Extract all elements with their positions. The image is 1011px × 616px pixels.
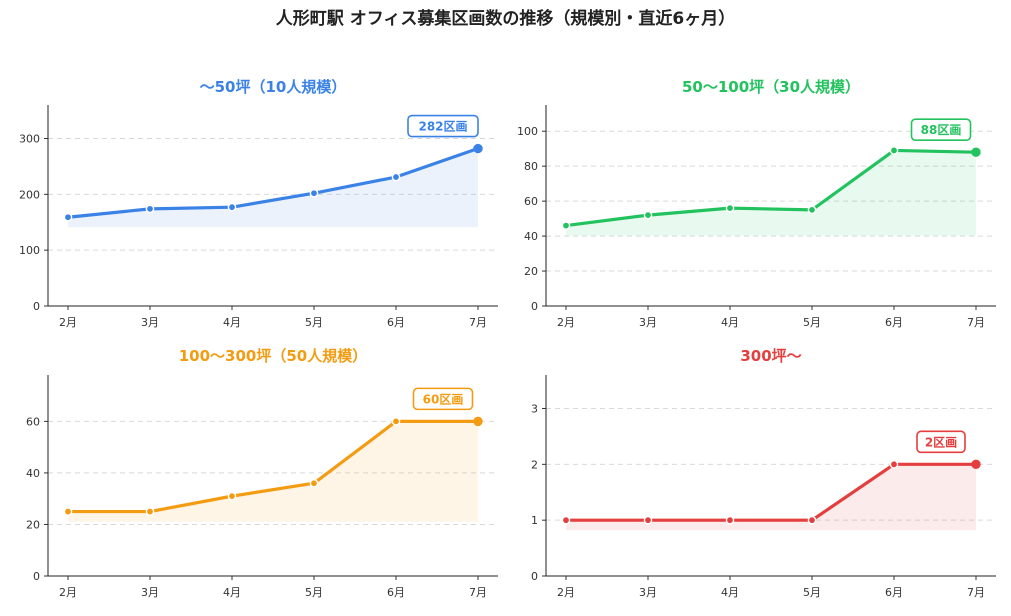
x-tick-label: 5月 bbox=[803, 316, 821, 329]
x-tick-label: 2月 bbox=[557, 316, 575, 329]
y-tick-label: 200 bbox=[19, 188, 40, 201]
x-tick-label: 2月 bbox=[557, 586, 575, 599]
y-tick-label: 40 bbox=[524, 230, 538, 243]
data-point bbox=[807, 515, 817, 525]
series-line bbox=[66, 146, 480, 219]
value-badge-label: 88区画 bbox=[921, 123, 962, 137]
x-tick-label: 4月 bbox=[721, 586, 739, 599]
data-point bbox=[971, 147, 981, 157]
chart-title: 300坪〜 bbox=[740, 347, 801, 365]
x-tick-label: 5月 bbox=[305, 316, 323, 329]
data-point bbox=[725, 515, 735, 525]
y-tick-label: 2 bbox=[531, 458, 538, 471]
x-tick-label: 4月 bbox=[223, 586, 241, 599]
data-point bbox=[889, 146, 899, 155]
y-tick-label: 100 bbox=[19, 244, 40, 257]
y-tick-label: 0 bbox=[33, 570, 40, 583]
x-tick-label: 3月 bbox=[141, 586, 159, 599]
chart-title: 50〜100坪（30人規模） bbox=[682, 78, 860, 96]
value-badge bbox=[412, 387, 474, 411]
x-tick-label: 2月 bbox=[59, 586, 77, 599]
x-tick-label: 3月 bbox=[639, 586, 657, 599]
value-badge bbox=[916, 430, 966, 454]
x-tick-label: 5月 bbox=[803, 586, 821, 599]
data-point bbox=[561, 515, 571, 525]
x-tick-label: 6月 bbox=[885, 316, 903, 329]
series-area bbox=[68, 421, 478, 522]
data-point bbox=[561, 221, 571, 230]
y-tick-label: 0 bbox=[33, 300, 40, 313]
value-badge bbox=[407, 114, 479, 138]
data-point bbox=[63, 212, 73, 222]
value-badge-label: 60区画 bbox=[423, 392, 464, 406]
y-tick-label: 3 bbox=[531, 403, 538, 416]
data-point bbox=[227, 491, 237, 501]
chart-panel: 300坪〜 0 1 2 3 2月 3月 4月 5月 6月 7月 2区画 bbox=[531, 347, 996, 599]
data-point bbox=[63, 507, 73, 516]
series-area bbox=[566, 150, 976, 236]
x-tick-label: 6月 bbox=[387, 316, 405, 329]
series-area bbox=[68, 148, 478, 228]
data-point bbox=[227, 202, 237, 212]
data-point bbox=[473, 143, 483, 154]
data-point bbox=[643, 515, 653, 525]
x-tick-label: 4月 bbox=[223, 316, 241, 329]
chart-panel: 〜50坪（10人規模） 0 100 200 300 2月 3月 4月 5月 6月 7月 282区画 bbox=[19, 78, 498, 329]
data-point bbox=[971, 459, 981, 470]
y-tick-label: 20 bbox=[26, 518, 40, 531]
x-tick-label: 6月 bbox=[387, 586, 405, 599]
series-line bbox=[564, 462, 978, 522]
value-badge-label: 2区画 bbox=[925, 435, 957, 449]
x-tick-label: 6月 bbox=[885, 586, 903, 599]
series-line bbox=[564, 148, 978, 228]
data-point bbox=[807, 205, 817, 215]
y-tick-label: 40 bbox=[26, 467, 40, 480]
y-tick-label: 0 bbox=[531, 570, 538, 583]
chart-title: 100〜300坪（50人規模） bbox=[179, 347, 368, 365]
data-point bbox=[145, 204, 155, 214]
value-badge-label: 282区画 bbox=[418, 120, 467, 134]
y-tick-label: 300 bbox=[19, 133, 40, 146]
x-tick-label: 5月 bbox=[305, 586, 323, 599]
x-tick-label: 7月 bbox=[469, 316, 487, 329]
x-tick-label: 3月 bbox=[639, 316, 657, 329]
data-point bbox=[725, 203, 735, 213]
chart-panel: 100〜300坪（50人規模） 0 20 40 60 2月 3月 4月 5月 6月 7月 60区画 bbox=[26, 347, 498, 599]
value-badge bbox=[910, 118, 972, 141]
series-line bbox=[66, 419, 480, 514]
y-tick-label: 1 bbox=[531, 514, 538, 527]
x-tick-label: 3月 bbox=[141, 316, 159, 329]
data-point bbox=[145, 507, 155, 516]
chart-panel: 50〜100坪（30人規模） 0 20 40 60 80 100 2月 3月 4月 5月 6月 7月 88… bbox=[517, 78, 996, 329]
data-point bbox=[889, 460, 899, 469]
data-point bbox=[391, 172, 401, 182]
x-tick-label: 2月 bbox=[59, 316, 77, 329]
data-point bbox=[473, 416, 483, 427]
data-point bbox=[309, 188, 319, 198]
data-point bbox=[643, 210, 653, 220]
data-point bbox=[309, 478, 319, 488]
series-area bbox=[566, 464, 976, 531]
y-tick-label: 60 bbox=[524, 195, 538, 208]
x-tick-label: 7月 bbox=[967, 586, 985, 599]
y-tick-label: 20 bbox=[524, 265, 538, 278]
x-tick-label: 7月 bbox=[967, 316, 985, 329]
figure-title: 人形町駅 オフィス募集区画数の推移（規模別・直近6ヶ月） bbox=[275, 9, 736, 29]
chart-title: 〜50坪（10人規模） bbox=[200, 78, 347, 96]
data-point bbox=[391, 417, 401, 426]
x-tick-label: 7月 bbox=[469, 586, 487, 599]
x-tick-label: 4月 bbox=[721, 316, 739, 329]
y-tick-label: 60 bbox=[26, 415, 40, 428]
y-tick-label: 80 bbox=[524, 160, 538, 173]
y-tick-label: 0 bbox=[531, 300, 538, 313]
y-tick-label: 100 bbox=[517, 125, 538, 138]
